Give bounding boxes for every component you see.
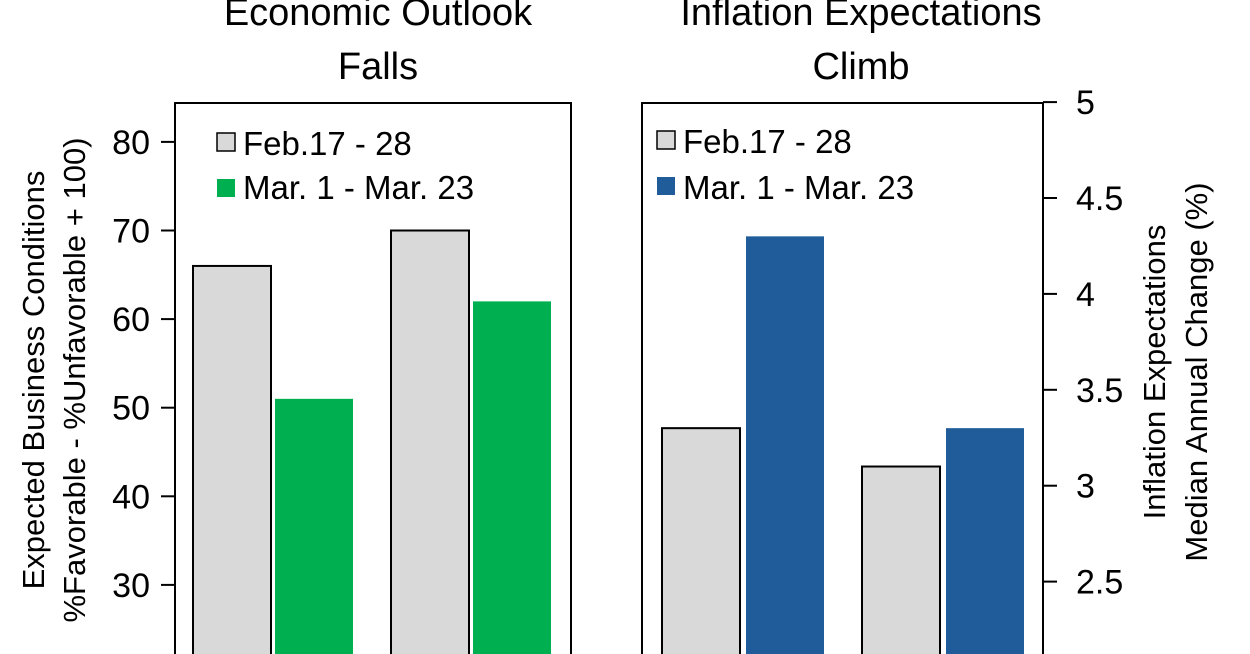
right-y-tick-label-3: 3.5 — [1076, 372, 1123, 410]
right-y-axis: 2.5 3 3.5 4 4.5 5 — [1043, 84, 1123, 602]
left-bar-series1-group2 — [390, 229, 470, 654]
right-legend-swatch-feb — [656, 130, 676, 150]
right-y-tick-label-1: 2.5 — [1076, 564, 1123, 602]
right-chart: Inflation Expectations Climb 2.5 3 3.5 4 4.5… — [641, 0, 1214, 654]
right-y-tick-label-6: 5 — [1076, 84, 1095, 122]
right-bar-series1-group1 — [661, 427, 741, 654]
left-y-tick-label-5: 70 — [112, 213, 150, 251]
right-legend-label-feb: Feb.17 - 28 — [683, 123, 852, 160]
left-bars-group — [192, 229, 551, 654]
left-y-axis-label-line2: %Favorable - %Unfavorable + 100) — [57, 137, 92, 622]
left-legend-label-feb: Feb.17 - 28 — [243, 125, 412, 162]
left-legend: Feb.17 - 28 Mar. 1 - Mar. 23 — [216, 125, 474, 206]
left-y-tick-label-4: 60 — [112, 301, 150, 339]
left-legend-swatch-mar — [217, 179, 235, 197]
left-chart-title-line1: Economic Outlook — [224, 0, 533, 34]
right-y-axis-label-line1: Inflation Expectations — [1137, 225, 1172, 520]
right-legend-label-mar: Mar. 1 - Mar. 23 — [683, 169, 914, 206]
right-y-tick-label-2: 3 — [1076, 468, 1095, 506]
left-legend-label-mar: Mar. 1 - Mar. 23 — [243, 169, 474, 206]
right-chart-title-line2: Climb — [812, 46, 909, 88]
left-y-axis-label-line1: Expected Business Conditions — [16, 171, 51, 590]
right-legend-swatch-mar — [657, 177, 675, 195]
left-chart: Economic Outlook Falls 30 40 50 60 70 80 Expe… — [16, 0, 572, 654]
left-chart-title-line2: Falls — [338, 46, 418, 88]
right-y-tick-label-5: 4.5 — [1076, 180, 1123, 218]
left-bar-series1-group1 — [192, 264, 272, 654]
right-legend: Feb.17 - 28 Mar. 1 - Mar. 23 — [656, 123, 914, 206]
left-y-axis: 30 40 50 60 70 80 — [112, 124, 175, 605]
left-bar-series2-group2 — [473, 301, 551, 654]
right-bar-series1-group2 — [861, 465, 941, 654]
right-bar-series2-group1 — [746, 236, 824, 654]
right-y-tick-label-4: 4 — [1076, 276, 1095, 314]
right-plot-area — [641, 102, 1044, 654]
left-bar-series2-group1 — [275, 398, 353, 654]
right-bars-group — [661, 236, 1024, 654]
left-y-tick-label-3: 50 — [112, 390, 150, 428]
right-bar-series2-group2 — [946, 428, 1024, 654]
left-y-tick-label-2: 40 — [112, 478, 150, 516]
left-y-tick-label-1: 30 — [112, 567, 150, 605]
left-plot-area — [174, 102, 572, 654]
right-chart-title-line1: Inflation Expectations — [680, 0, 1041, 34]
right-y-axis-label-line2: Median Annual Change (%) — [1179, 182, 1214, 561]
left-y-tick-label-6: 80 — [112, 124, 150, 162]
left-legend-swatch-feb — [216, 132, 236, 152]
